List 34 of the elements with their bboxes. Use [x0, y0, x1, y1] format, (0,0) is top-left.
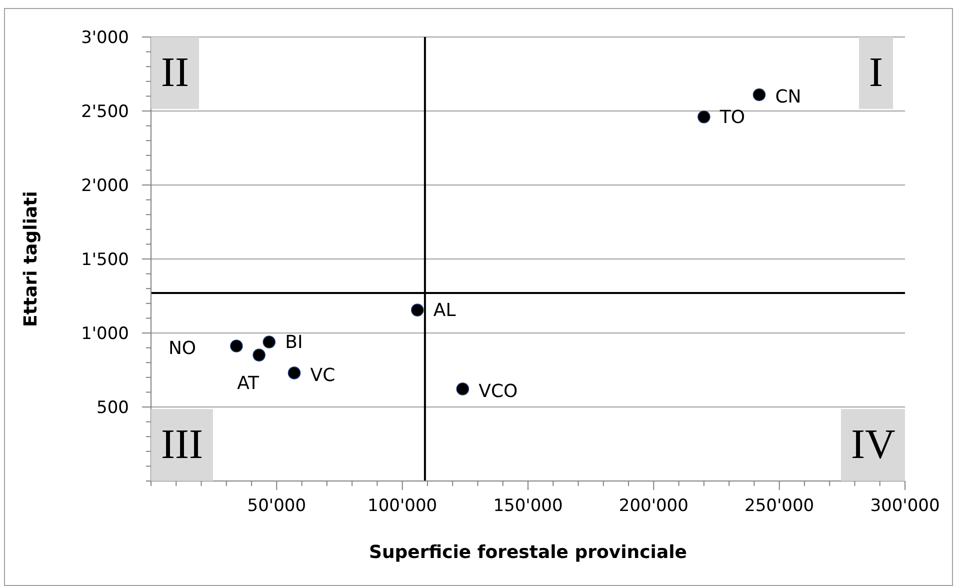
point — [411, 304, 424, 316]
annotation: III — [151, 409, 213, 481]
series-label: NO — [168, 338, 196, 360]
point — [456, 382, 470, 396]
point — [752, 88, 766, 102]
annotation: I — [859, 37, 893, 109]
y-tick-label: 500 — [96, 398, 129, 418]
point — [698, 110, 710, 124]
y-axis-title: Ettari tagliati — [20, 191, 42, 327]
series-label: AL — [433, 300, 456, 322]
series-label: AT — [237, 373, 260, 394]
series-label: VC — [310, 364, 336, 386]
point — [230, 340, 243, 352]
y-tick-label: 1'500 — [81, 250, 129, 270]
x-tick-label: 150'000 — [493, 496, 563, 516]
annotation: IV — [841, 409, 906, 481]
point — [288, 366, 301, 380]
x-tick-label: 100'000 — [368, 496, 438, 516]
series-label: CN — [775, 86, 802, 108]
x-tick-label: 200'000 — [618, 496, 688, 516]
series-label: VCO — [478, 380, 518, 402]
y-tick-label: 2'500 — [81, 102, 129, 122]
y-tick-label: 2'000 — [81, 176, 129, 196]
x-tick-label: 300'000 — [870, 496, 940, 516]
series-label: TO — [718, 106, 746, 128]
annotation: II — [151, 37, 199, 109]
y-tick-label: 3'000 — [81, 28, 129, 48]
y-tick-label: 1'000 — [81, 324, 129, 344]
point — [252, 348, 266, 362]
x-axis-title: Superficie forestale provinciale — [368, 542, 688, 563]
x-tick-label: 50'000 — [247, 496, 306, 516]
point — [262, 336, 276, 348]
series-label: BI — [285, 332, 303, 354]
x-tick-label: 250'000 — [744, 496, 814, 516]
